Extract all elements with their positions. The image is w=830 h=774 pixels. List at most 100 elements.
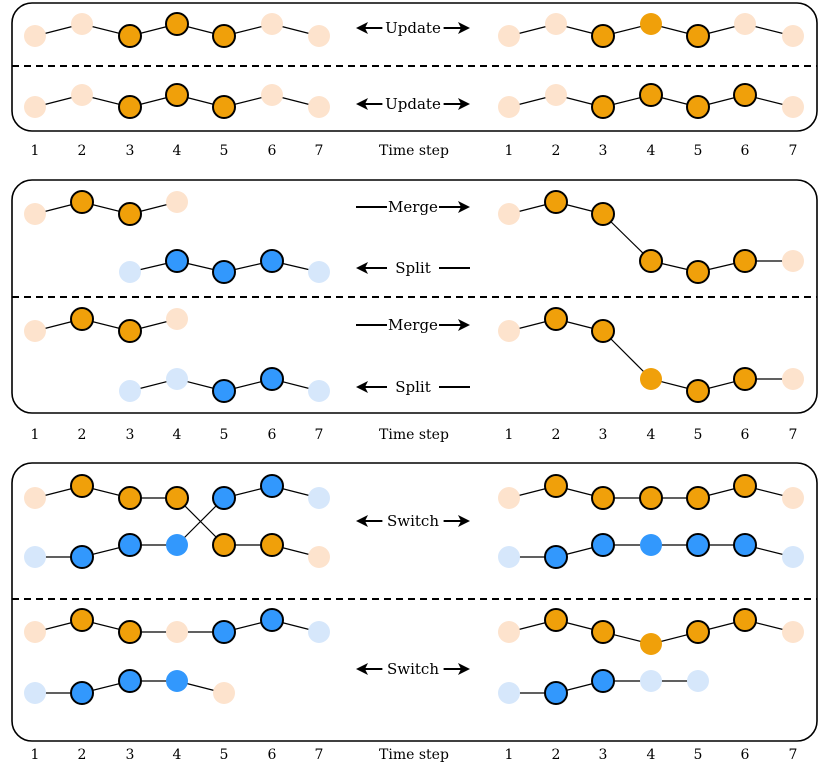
- blue-node-t4-left: [166, 670, 188, 692]
- orange-node-t5-right: [686, 24, 710, 48]
- blue-node-t3-right: [591, 533, 615, 557]
- orange-node-t7-right: [782, 368, 804, 390]
- operation-label-split: Split: [395, 378, 431, 396]
- orange-node-t7-left: [308, 546, 330, 568]
- orange-node-t2-left: [70, 190, 94, 214]
- orange-node-t3-right: [591, 486, 615, 510]
- arrow-head-left: [356, 381, 368, 393]
- blue-node-t7-left: [308, 487, 330, 509]
- blue-node-t7-right: [782, 546, 804, 568]
- time-tick-left: 7: [315, 143, 324, 159]
- time-tick-left: 2: [78, 747, 87, 763]
- operation-label-merge: Merge: [388, 198, 438, 216]
- time-tick-right: 4: [647, 747, 656, 763]
- blue-node-t4-right: [640, 534, 662, 556]
- orange-node-t5-left: [212, 533, 236, 557]
- orange-node-t6-right: [734, 13, 756, 35]
- time-tick-left: 3: [126, 747, 135, 763]
- blue-node-t4-left: [165, 249, 189, 273]
- orange-node-t2-right: [544, 190, 568, 214]
- blue-node-t7-left: [308, 261, 330, 283]
- orange-node-t2-left: [70, 608, 94, 632]
- orange-node-t6-right: [733, 367, 757, 391]
- blue-node-t5-left: [212, 260, 236, 284]
- operation-label-switch: Switch: [387, 660, 439, 678]
- orange-node-t7-right: [782, 487, 804, 509]
- orange-node-t1-left: [24, 203, 46, 225]
- time-tick-right: 1: [505, 427, 514, 443]
- time-tick-left: 1: [31, 427, 40, 443]
- orange-node-t1-right: [498, 320, 520, 342]
- orange-node-t5-right: [686, 620, 710, 644]
- graph-edges: [34, 23, 794, 694]
- blue-node-t3-right: [591, 669, 615, 693]
- arrow-head-left: [356, 262, 368, 274]
- blue-node-t1-right: [498, 546, 520, 568]
- orange-node-t4-left: [165, 486, 189, 510]
- blue-node-t5-right: [686, 533, 710, 557]
- operation-label-update: Update: [385, 95, 441, 113]
- orange-node-t7-right: [782, 621, 804, 643]
- time-tick-left: 1: [31, 747, 40, 763]
- orange-node-t2-right: [545, 13, 567, 35]
- orange-node-t7-left: [308, 96, 330, 118]
- blue-node-t3-left: [118, 669, 142, 693]
- time-step-label: Time step: [379, 143, 449, 159]
- time-tick-right: 3: [599, 747, 608, 763]
- orange-node-t1-right: [498, 487, 520, 509]
- orange-node-t5-left: [212, 95, 236, 119]
- orange-node-t6-right: [733, 608, 757, 632]
- orange-node-t3-left: [118, 202, 142, 226]
- time-tick-left: 4: [173, 427, 182, 443]
- orange-node-t1-left: [24, 96, 46, 118]
- time-tick-left: 3: [126, 427, 135, 443]
- time-tick-left: 6: [268, 427, 277, 443]
- arrow-head-left: [356, 515, 368, 527]
- orange-node-t2-right: [544, 474, 568, 498]
- blue-node-t1-left: [24, 682, 46, 704]
- orange-node-t6-left: [261, 84, 283, 106]
- orange-node-t1-right: [498, 96, 520, 118]
- orange-node-t6-right: [733, 83, 757, 107]
- time-tick-right: 4: [647, 143, 656, 159]
- blue-node-t6-left: [260, 249, 284, 273]
- blue-node-t5-left: [212, 486, 236, 510]
- orange-node-t6-left: [261, 13, 283, 35]
- orange-node-t4-left: [165, 83, 189, 107]
- orange-node-t5-right: [686, 95, 710, 119]
- operation-label-update: Update: [385, 19, 441, 37]
- orange-node-t1-right: [498, 25, 520, 47]
- time-step-label: Time step: [379, 747, 449, 763]
- panel-frames: [11, 2, 818, 742]
- orange-node-t2-left: [70, 474, 94, 498]
- orange-node-t5-left: [212, 24, 236, 48]
- arrow-head-right: [458, 663, 470, 675]
- orange-node-t4-right: [640, 13, 662, 35]
- time-tick-right: 7: [789, 427, 798, 443]
- time-tick-right: 5: [694, 427, 703, 443]
- blue-node-t7-left: [308, 380, 330, 402]
- blue-node-t3-left: [118, 533, 142, 557]
- operation-labels: Update Update Merge Split Merge Split Switch Sw…: [356, 19, 470, 678]
- orange-node-t4-right: [640, 368, 662, 390]
- blue-node-t6-left: [260, 367, 284, 391]
- blue-node-t6-right: [733, 533, 757, 557]
- arrow-head-right: [458, 98, 470, 110]
- time-tick-right: 6: [741, 747, 750, 763]
- time-tick-right: 1: [505, 747, 514, 763]
- blue-node-t5-left: [212, 620, 236, 644]
- time-tick-right: 4: [647, 427, 656, 443]
- time-tick-right: 5: [694, 143, 703, 159]
- blue-node-t4-left: [166, 534, 188, 556]
- orange-node-t5-right: [686, 260, 710, 284]
- time-tick-left: 4: [173, 747, 182, 763]
- time-tick-left: 5: [220, 143, 229, 159]
- orange-node-t4-left: [166, 308, 188, 330]
- orange-node-t3-left: [118, 95, 142, 119]
- blue-node-t3-left: [119, 261, 141, 283]
- time-tick-left: 5: [220, 747, 229, 763]
- orange-node-t7-right: [782, 96, 804, 118]
- orange-node-t2-left: [70, 307, 94, 331]
- blue-node-t1-left: [24, 546, 46, 568]
- time-tick-left: 6: [268, 143, 277, 159]
